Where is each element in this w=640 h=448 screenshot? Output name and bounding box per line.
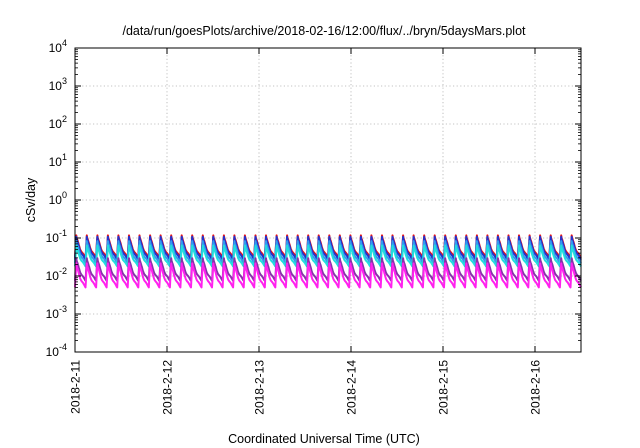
y-axis-label: cSv/day	[24, 177, 38, 222]
chart-title: /data/run/goesPlots/archive/2018-02-16/1…	[122, 24, 526, 38]
y-tick-label: 103	[49, 76, 67, 93]
grid	[74, 48, 581, 352]
x-tick-label: 2018-2-16	[529, 360, 543, 415]
y-tick-label: 100	[49, 190, 67, 207]
x-tick-label: 2018-2-13	[253, 360, 267, 415]
series-group	[74, 234, 582, 289]
x-axis-label: Coordinated Universal Time (UTC)	[228, 432, 420, 446]
y-tick-label: 102	[49, 114, 67, 131]
x-tick-label: 2018-2-15	[437, 360, 451, 415]
y-tick-label: 10-1	[46, 228, 67, 245]
y-tick-label: 10-2	[46, 266, 67, 283]
ticks: 10-4 10-3 10-2 10-1 100 101 102 103 104 2018-2-11…	[46, 38, 581, 415]
series-line-6	[74, 262, 582, 289]
y-tick-label: 10-4	[46, 342, 67, 359]
x-tick-label: 2018-2-11	[69, 360, 83, 414]
x-tick-label: 2018-2-14	[345, 360, 359, 415]
y-tick-label: 104	[49, 38, 67, 55]
y-tick-label: 10-3	[46, 304, 67, 321]
y-tick-label: 101	[49, 152, 67, 169]
x-tick-label: 2018-2-12	[161, 360, 175, 415]
